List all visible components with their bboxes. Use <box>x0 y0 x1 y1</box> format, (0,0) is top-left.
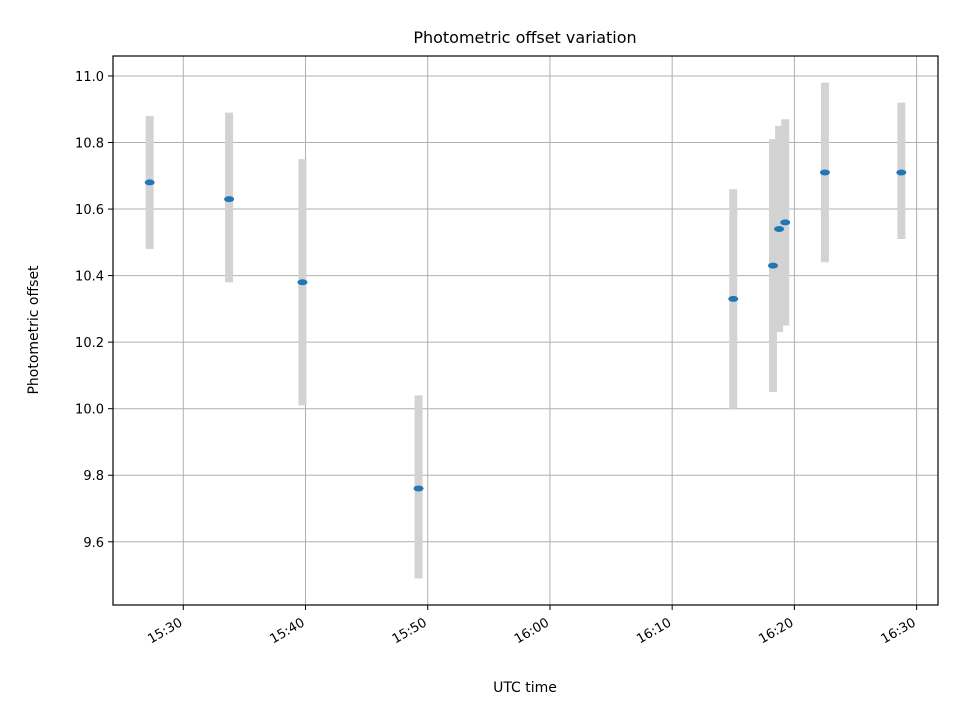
y-tick-label: 10.0 <box>75 403 104 418</box>
data-point <box>896 169 907 176</box>
y-tick-label: 10.4 <box>75 270 104 285</box>
y-axis-label: Photometric offset <box>26 265 42 395</box>
x-axis-label: UTC time <box>493 680 557 696</box>
data-points <box>144 169 907 492</box>
y-tick-label: 10.6 <box>75 203 104 218</box>
y-tick-label: 9.8 <box>83 469 104 484</box>
y-tick-label: 10.8 <box>75 137 104 152</box>
data-point <box>297 279 308 286</box>
data-point <box>144 179 155 186</box>
grid <box>113 56 938 605</box>
data-point <box>774 226 785 233</box>
y-axis: 9.6 9.8 10.0 10.2 10.4 10.6 10.8 11.0 <box>75 70 113 551</box>
y-tick-label: 10.2 <box>75 336 104 351</box>
chart-title: Photometric offset variation <box>413 28 636 47</box>
data-point <box>224 196 235 203</box>
data-point <box>819 169 830 176</box>
data-point <box>780 219 791 226</box>
plot-frame <box>112 55 939 606</box>
data-point <box>768 262 778 269</box>
data-point <box>728 295 739 302</box>
data-point <box>413 485 424 492</box>
y-tick-label: 11.0 <box>75 70 104 85</box>
y-tick-label: 9.6 <box>83 536 104 551</box>
